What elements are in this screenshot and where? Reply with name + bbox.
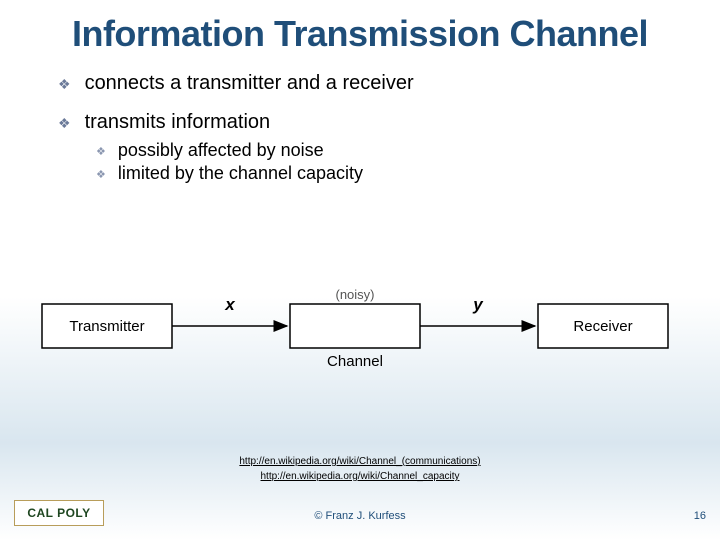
bullet-level2: ❖ limited by the channel capacity xyxy=(96,163,672,184)
bullet-text: transmits information xyxy=(85,111,271,134)
receiver-label: Receiver xyxy=(573,318,632,335)
slide-footer: CAL POLY © Franz J. Kurfess 16 xyxy=(0,496,720,526)
diamond-bullet-icon: ❖ xyxy=(96,168,106,181)
arrow-x-label: x xyxy=(224,295,236,314)
channel-note: (noisy) xyxy=(335,287,374,302)
bullet-text: connects a transmitter and a receiver xyxy=(85,72,414,95)
reference-link[interactable]: http://en.wikipedia.org/wiki/Channel_(co… xyxy=(0,454,720,469)
arrow-y-label: y xyxy=(472,295,484,314)
bullet-text: possibly affected by noise xyxy=(118,140,324,161)
bullet-level2: ❖ possibly affected by noise xyxy=(96,140,672,161)
bullet-text: limited by the channel capacity xyxy=(118,163,363,184)
channel-diagram: Transmitter x (noisy) Channel y Receiver xyxy=(32,276,688,376)
bullet-list: ❖ connects a transmitter and a receiver … xyxy=(48,72,672,184)
channel-label: Channel xyxy=(327,353,383,370)
page-number: 16 xyxy=(694,510,706,522)
transmitter-label: Transmitter xyxy=(69,318,144,335)
slide-title: Information Transmission Channel xyxy=(48,14,672,54)
slide: Information Transmission Channel ❖ conne… xyxy=(0,0,720,540)
diamond-bullet-icon: ❖ xyxy=(58,115,71,132)
diamond-bullet-icon: ❖ xyxy=(96,145,106,158)
bullet-level1: ❖ connects a transmitter and a receiver xyxy=(58,72,672,95)
channel-box xyxy=(290,304,420,348)
reference-link[interactable]: http://en.wikipedia.org/wiki/Channel_cap… xyxy=(0,469,720,484)
references: http://en.wikipedia.org/wiki/Channel_(co… xyxy=(0,454,720,484)
copyright-text: © Franz J. Kurfess xyxy=(0,510,720,522)
diagram-svg: Transmitter x (noisy) Channel y Receiver xyxy=(32,276,688,376)
diamond-bullet-icon: ❖ xyxy=(58,76,71,93)
bullet-level1: ❖ transmits information xyxy=(58,111,672,134)
sub-bullet-group: ❖ possibly affected by noise ❖ limited b… xyxy=(58,140,672,184)
